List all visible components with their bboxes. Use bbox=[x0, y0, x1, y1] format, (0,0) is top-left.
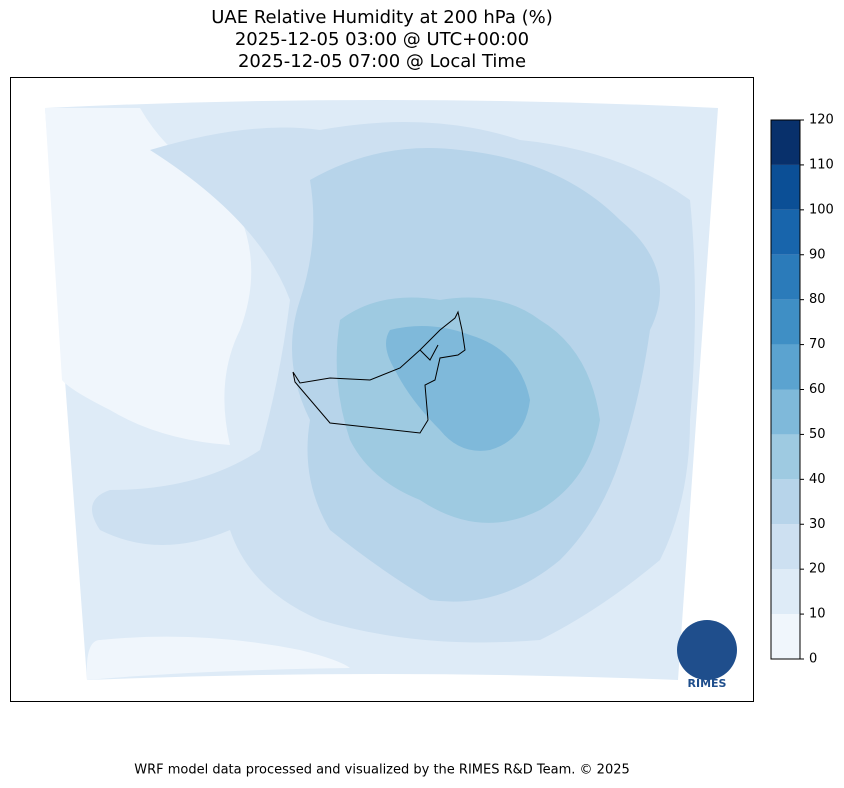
colorbar-segment bbox=[771, 614, 800, 659]
colorbar-tick-label: 110 bbox=[809, 157, 834, 172]
colorbar-segment bbox=[771, 164, 800, 210]
map bbox=[45, 100, 718, 680]
colorbar-tick-label: 100 bbox=[809, 202, 834, 217]
colorbar: 0 10 20 30 40 50 60 70 80 90 100 110 120 bbox=[770, 113, 834, 667]
colorbar-tick-label: 70 bbox=[809, 337, 826, 352]
colorbar-segment bbox=[771, 479, 800, 525]
title-line: UAE Relative Humidity at 200 hPa (%) bbox=[211, 7, 552, 28]
colorbar-tick-label: 120 bbox=[809, 113, 834, 128]
contour bbox=[86, 636, 350, 680]
country-border bbox=[292, 310, 466, 434]
colorbar-segment bbox=[771, 344, 800, 390]
colorbar-tick-label: 0 bbox=[809, 652, 817, 667]
colorbar-tick-label: 80 bbox=[809, 292, 826, 307]
colorbar-tick-label: 20 bbox=[809, 562, 826, 577]
colorbar-segment bbox=[771, 299, 800, 345]
colorbar-segment bbox=[771, 389, 800, 435]
title-line: 2025-12-05 07:00 @ Local Time bbox=[238, 51, 526, 72]
colorbar-segment bbox=[771, 120, 800, 165]
colorbar-segment bbox=[771, 569, 800, 615]
colorbar-tick-label: 40 bbox=[809, 472, 826, 487]
colorbar-segment bbox=[771, 434, 800, 480]
footer: WRF model data processed and visualized … bbox=[134, 763, 630, 778]
colorbar-tick-label: 90 bbox=[809, 247, 826, 262]
colorbar-segment bbox=[771, 524, 800, 570]
contour bbox=[386, 326, 530, 451]
colorbar-tick-label: 60 bbox=[809, 382, 826, 397]
contour bbox=[45, 108, 252, 445]
title-line: 2025-12-05 03:00 @ UTC+00:00 bbox=[235, 29, 529, 50]
colorbar-segment bbox=[771, 254, 800, 300]
colorbar-tick-label: 30 bbox=[809, 517, 826, 532]
colorbar-segment bbox=[771, 209, 800, 255]
colorbar-tick-label: 10 bbox=[809, 607, 826, 622]
logo: RIMES bbox=[677, 620, 737, 690]
logo-text: RIMES bbox=[688, 677, 727, 690]
logo-badge bbox=[677, 620, 737, 680]
colorbar-tick-label: 50 bbox=[809, 427, 826, 442]
